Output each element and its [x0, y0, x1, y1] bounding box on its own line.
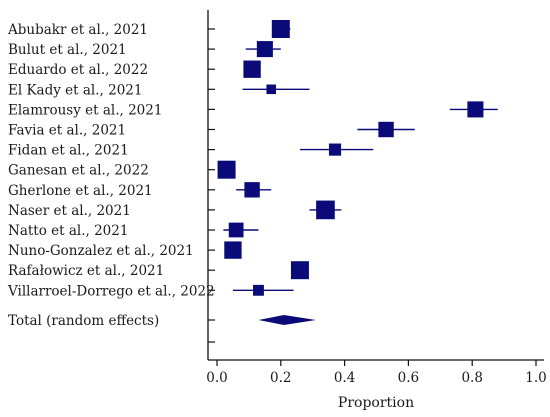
study-label: Nuno-Gonzalez et al., 2021	[8, 243, 194, 259]
study-label: Naser et al., 2021	[8, 203, 131, 219]
study-label: Villarroel-Dorrego et al., 2022	[7, 283, 215, 299]
estimate-square	[316, 200, 335, 220]
pooled-diamond	[258, 315, 316, 325]
x-tick-label: 0.2	[270, 370, 291, 386]
estimate-square	[244, 182, 260, 198]
estimate-square	[378, 121, 394, 138]
x-tick-label: 0.4	[334, 370, 355, 386]
estimate-square	[217, 160, 236, 179]
estimate-square	[467, 101, 484, 118]
study-label: Fidan et al., 2021	[8, 143, 129, 159]
x-ticks: 0.0 0.2 0.4 0.6 0.8 1.0	[206, 360, 547, 386]
x-tick-label: 1.0	[525, 370, 546, 386]
study-label: Ganesan et al., 2022	[8, 163, 149, 179]
study-label: El Kady et al., 2021	[8, 82, 142, 98]
estimate-square	[256, 41, 273, 58]
x-tick-label: 0.8	[461, 370, 482, 386]
study-label: Rafałowicz et al., 2021	[8, 263, 164, 279]
x-tick-label: 0.0	[206, 370, 227, 386]
plot-marks	[217, 20, 498, 325]
estimate-square	[243, 60, 261, 78]
study-label: Natto et al., 2021	[8, 223, 128, 239]
study-label: Bulut et al., 2021	[8, 42, 127, 58]
estimate-square	[253, 284, 264, 296]
estimate-square	[328, 143, 342, 156]
study-label: Abubakr et al., 2021	[7, 22, 148, 38]
estimate-square	[228, 222, 244, 238]
x-tick-label: 0.6	[398, 370, 419, 386]
pooled-label: Total (random effects)	[8, 313, 159, 329]
estimate-square	[266, 84, 277, 95]
study-labels: Abubakr et al., 2021 Bulut et al., 2021 Ed…	[7, 22, 215, 329]
study-label: Favia et al., 2021	[8, 123, 126, 139]
x-axis-title: Proportion	[338, 395, 414, 411]
study-label: Gherlone et al., 2021	[8, 183, 153, 199]
estimate-square	[271, 20, 290, 38]
study-label: Elamrousy et al., 2021	[8, 102, 162, 118]
estimate-square	[290, 261, 309, 280]
axes	[207, 10, 544, 361]
study-label: Eduardo et al., 2022	[8, 62, 148, 78]
estimate-square	[224, 241, 242, 259]
